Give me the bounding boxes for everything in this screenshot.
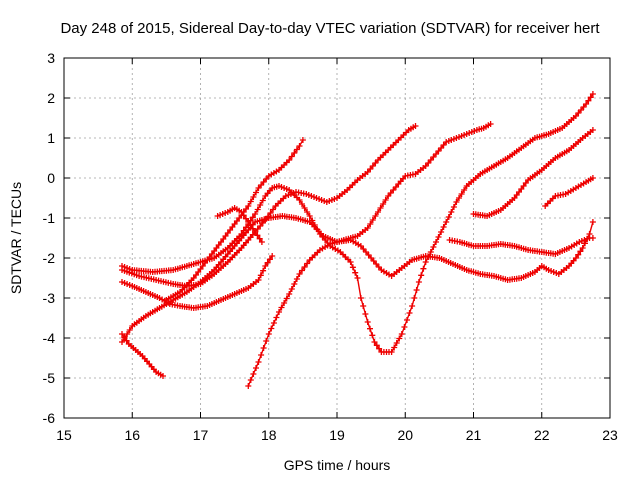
series-track-11 bbox=[542, 175, 596, 209]
series-markers bbox=[119, 213, 596, 345]
series-markers bbox=[119, 91, 596, 355]
series-track-8 bbox=[214, 205, 265, 245]
series-line bbox=[473, 129, 594, 217]
series-track-3 bbox=[119, 331, 166, 379]
series-line bbox=[166, 139, 304, 301]
y-tick-label: 2 bbox=[47, 90, 55, 106]
x-tick-label: 17 bbox=[193, 427, 209, 443]
x-tick-label: 21 bbox=[466, 427, 482, 443]
y-tick-label: -2 bbox=[43, 250, 56, 266]
series-track-6 bbox=[245, 121, 494, 389]
x-tick-label: 19 bbox=[329, 427, 345, 443]
x-tick-label: 16 bbox=[124, 427, 140, 443]
series-line bbox=[121, 93, 594, 353]
series-layer bbox=[119, 91, 596, 389]
y-tick-labels: -6 -5 -4 -3 -2 -1 0 1 2 3 bbox=[43, 50, 56, 426]
y-tick-label: 0 bbox=[47, 170, 55, 186]
series-track-7 bbox=[119, 123, 419, 289]
x-tick-label: 18 bbox=[261, 427, 277, 443]
series-track-1 bbox=[119, 91, 596, 355]
x-tick-label: 22 bbox=[534, 427, 550, 443]
y-axis-label: SDTVAR / TECUs bbox=[8, 182, 24, 294]
series-track-2 bbox=[119, 253, 276, 311]
series-track-10 bbox=[470, 127, 596, 219]
y-tick-label: -3 bbox=[43, 290, 56, 306]
series-markers bbox=[446, 235, 596, 257]
series-markers bbox=[245, 121, 494, 389]
y-tick-label: -1 bbox=[43, 210, 56, 226]
y-tick-label: -4 bbox=[43, 330, 56, 346]
y-tick-label: 1 bbox=[47, 130, 55, 146]
y-tick-label: -6 bbox=[43, 410, 56, 426]
series-track-9 bbox=[446, 235, 596, 257]
x-tick-label: 20 bbox=[397, 427, 413, 443]
x-tick-labels: 15 16 17 18 19 20 21 22 23 bbox=[56, 427, 618, 443]
x-axis-label: GPS time / hours bbox=[284, 457, 391, 473]
series-markers bbox=[214, 205, 265, 245]
series-markers bbox=[119, 253, 276, 311]
series-markers bbox=[542, 175, 596, 209]
y-tick-label: -5 bbox=[43, 370, 56, 386]
series-markers bbox=[470, 127, 596, 219]
series-track-5 bbox=[163, 137, 306, 303]
x-tick-label: 15 bbox=[56, 427, 72, 443]
series-markers bbox=[163, 137, 306, 303]
x-tick-label: 23 bbox=[602, 427, 618, 443]
series-markers bbox=[119, 123, 419, 289]
grid bbox=[64, 58, 610, 418]
series-track-4 bbox=[119, 213, 596, 345]
axis-ticks bbox=[63, 57, 611, 419]
y-tick-label: 3 bbox=[47, 50, 55, 66]
chart-title: Day 248 of 2015, Sidereal Day-to-day VTE… bbox=[60, 20, 600, 37]
series-markers bbox=[119, 331, 166, 379]
